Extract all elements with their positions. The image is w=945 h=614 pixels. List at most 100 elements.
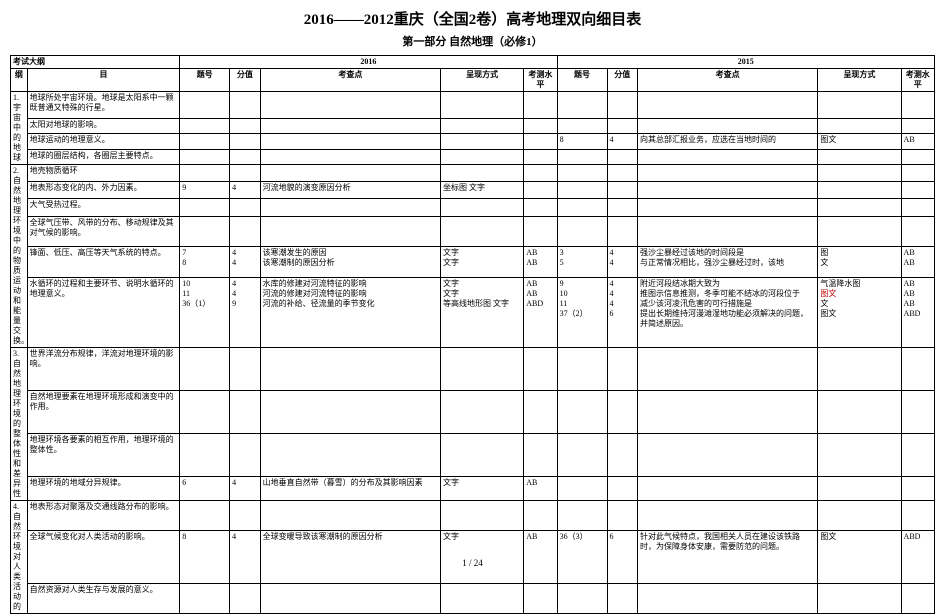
kp15: 附近河段结冰期大致为推图示信息推测，冬季可能不结冰的河段位于减少该河凌汛危害的可… — [638, 277, 818, 347]
fv15 — [607, 165, 638, 182]
mu-cell: 地壳物质循环 — [27, 165, 180, 182]
mu-cell: 自然资源对人类生存与发展的意义。 — [27, 584, 180, 614]
tn16 — [180, 348, 230, 391]
lvl15: AB — [901, 134, 934, 149]
cx15 — [818, 149, 901, 164]
fv15 — [607, 216, 638, 247]
table-row: 1.宇宙中的地球地球所处宇宙环境。地球是太阳系中一颗既普通又特殊的行星。 — [11, 92, 935, 119]
kp15 — [638, 182, 818, 199]
tn15: 9101137（2） — [557, 277, 607, 347]
tn16 — [180, 134, 230, 149]
kp15: 针对此气候特点，我国相关人员在建设该铁路时，为保障身体安康，需要防范的问题。 — [638, 530, 818, 583]
gang-cell: 3.自然地理环境的整体性和差异性 — [11, 348, 28, 501]
cx15: 图文 — [818, 247, 901, 278]
cx16 — [440, 165, 523, 182]
tn15 — [557, 348, 607, 391]
tn15: 8 — [557, 134, 607, 149]
cx16 — [440, 584, 523, 614]
mu-cell: 世界洋流分布规律，洋流对地理环境的影响。 — [27, 348, 180, 391]
kp15 — [638, 119, 818, 134]
lvl16 — [524, 182, 557, 199]
lvl15 — [901, 182, 934, 199]
cx16 — [440, 433, 523, 476]
cx15 — [818, 165, 901, 182]
kp16 — [260, 216, 440, 247]
cx15 — [818, 199, 901, 216]
cx15 — [818, 390, 901, 433]
fv15: 4 — [607, 134, 638, 149]
lvl15 — [901, 92, 934, 119]
cx16: 文字 — [440, 530, 523, 583]
mu-cell: 大气受热过程。 — [27, 199, 180, 216]
hdr-lvl-16: 考测水平 — [524, 69, 557, 92]
kp15 — [638, 216, 818, 247]
hdr-cx-15: 呈现方式 — [818, 69, 901, 92]
cx16 — [440, 390, 523, 433]
tn15 — [557, 390, 607, 433]
gang-cell: 4.自然环境对人类活动的 — [11, 501, 28, 614]
page-footer: 1 / 24 — [0, 558, 945, 568]
fv15 — [607, 348, 638, 391]
kp15 — [638, 92, 818, 119]
fv16 — [230, 134, 261, 149]
fv15 — [607, 433, 638, 476]
tn16 — [180, 199, 230, 216]
kp16 — [260, 433, 440, 476]
kp16 — [260, 119, 440, 134]
kp15 — [638, 433, 818, 476]
cx15 — [818, 433, 901, 476]
lvl16 — [524, 216, 557, 247]
mu-cell: 地球运动的地理意义。 — [27, 134, 180, 149]
table-row: 全球气压带、风带的分布、移动规律及其对气候的影响。 — [11, 216, 935, 247]
lvl15 — [901, 165, 934, 182]
lvl15 — [901, 149, 934, 164]
fv16 — [230, 584, 261, 614]
fv16 — [230, 433, 261, 476]
tn15 — [557, 182, 607, 199]
mu-cell: 地理环境的地域分异规律。 — [27, 476, 180, 500]
fv16 — [230, 390, 261, 433]
table-row: 自然资源对人类生存与发展的意义。 — [11, 584, 935, 614]
lvl16 — [524, 149, 557, 164]
cx16 — [440, 501, 523, 531]
lvl15 — [901, 390, 934, 433]
hdr-gang: 纲 — [11, 69, 28, 92]
lvl16 — [524, 134, 557, 149]
fv16 — [230, 501, 261, 531]
lvl16: AB — [524, 476, 557, 500]
cx15 — [818, 476, 901, 500]
tn16 — [180, 165, 230, 182]
kp15: 强沙尘暴经过该地的时间段是与正常情况相比，强沙尘暴经过时，该地 — [638, 247, 818, 278]
cx16 — [440, 92, 523, 119]
gang-cell: 1.宇宙中的地球 — [11, 92, 28, 165]
mu-cell: 太阳对地球的影响。 — [27, 119, 180, 134]
lvl15: ABAB — [901, 247, 934, 278]
kp16 — [260, 501, 440, 531]
lvl15 — [901, 433, 934, 476]
table-row: 水循环的过程和主要环节、说明水循环的地理意义。101136（1）449水库的修建… — [11, 277, 935, 347]
fv16: 44 — [230, 247, 261, 278]
mu-cell: 全球气压带、风带的分布、移动规律及其对气候的影响。 — [27, 216, 180, 247]
kp16 — [260, 199, 440, 216]
mu-cell: 地表形态变化的内、外力因素。 — [27, 182, 180, 199]
cx16: 文字文字等高线地形图 文字 — [440, 277, 523, 347]
tn15 — [557, 199, 607, 216]
lvl15 — [901, 119, 934, 134]
cx15: 图文 — [818, 134, 901, 149]
tn16: 9 — [180, 182, 230, 199]
hdr-cx-16: 呈现方式 — [440, 69, 523, 92]
lvl16 — [524, 348, 557, 391]
kp16 — [260, 165, 440, 182]
cx16 — [440, 134, 523, 149]
mu-cell: 水循环的过程和主要环节、说明水循环的地理意义。 — [27, 277, 180, 347]
lvl15: ABD — [901, 530, 934, 583]
lvl15 — [901, 584, 934, 614]
cx16 — [440, 348, 523, 391]
lvl15 — [901, 199, 934, 216]
tn15 — [557, 149, 607, 164]
tn16 — [180, 119, 230, 134]
tn16 — [180, 501, 230, 531]
mu-cell: 全球气候变化对人类活动的影响。 — [27, 530, 180, 583]
fv15 — [607, 390, 638, 433]
lvl16: AB — [524, 530, 557, 583]
